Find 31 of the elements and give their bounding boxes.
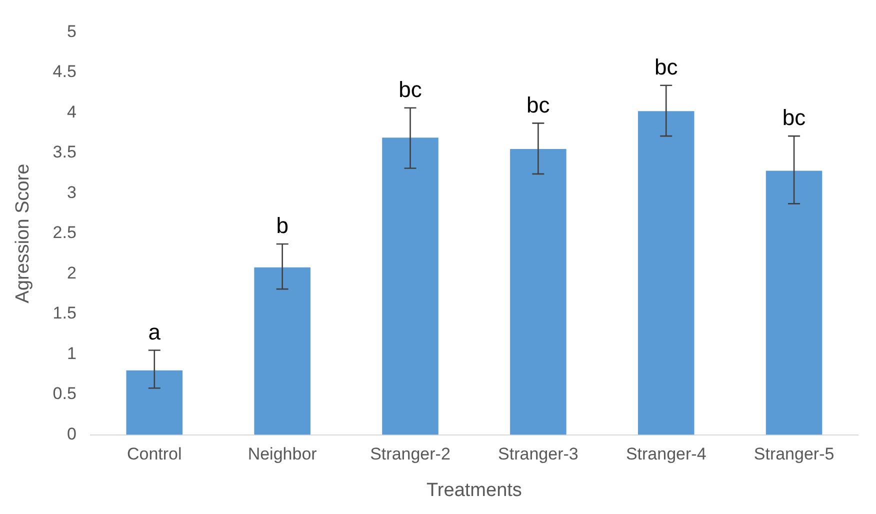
x-tick-label: Stranger-4 bbox=[626, 444, 706, 464]
y-tick-label: 3.5 bbox=[52, 142, 76, 162]
annotation: bc bbox=[782, 105, 806, 130]
x-tick-label: Stranger-3 bbox=[498, 444, 578, 464]
x-axis-title: Treatments bbox=[426, 480, 522, 501]
annotation: b bbox=[276, 213, 288, 238]
x-tick-label: Control bbox=[126, 444, 182, 464]
y-tick-label: 5 bbox=[66, 22, 76, 41]
bar bbox=[382, 138, 438, 435]
y-tick-label: 1 bbox=[66, 344, 76, 363]
annotation: a bbox=[148, 319, 162, 344]
bar bbox=[254, 267, 310, 435]
bar bbox=[510, 148, 566, 435]
annotation: bc bbox=[398, 76, 422, 102]
annotation: bc bbox=[526, 92, 550, 118]
x-tick-label: Stranger-2 bbox=[370, 444, 450, 464]
y-tick-label: 2.5 bbox=[52, 223, 76, 242]
bar bbox=[126, 370, 183, 435]
x-tick-label: Stranger-5 bbox=[754, 444, 834, 464]
y-tick-label: 0 bbox=[66, 424, 76, 444]
y-tick-label: 2 bbox=[66, 263, 76, 282]
y-tick-label: 3 bbox=[66, 182, 76, 202]
y-tick-label: 4.5 bbox=[52, 62, 76, 82]
y-tick-label: 1.5 bbox=[52, 304, 76, 323]
y-axis-title: Agression Score bbox=[12, 164, 34, 304]
y-tick-label: 0.5 bbox=[52, 384, 76, 404]
bar bbox=[766, 170, 822, 435]
y-tick-label: 4 bbox=[66, 102, 76, 122]
x-tick-label: Neighbor bbox=[248, 444, 318, 464]
annotation: bc bbox=[654, 54, 678, 80]
bar bbox=[638, 111, 694, 435]
